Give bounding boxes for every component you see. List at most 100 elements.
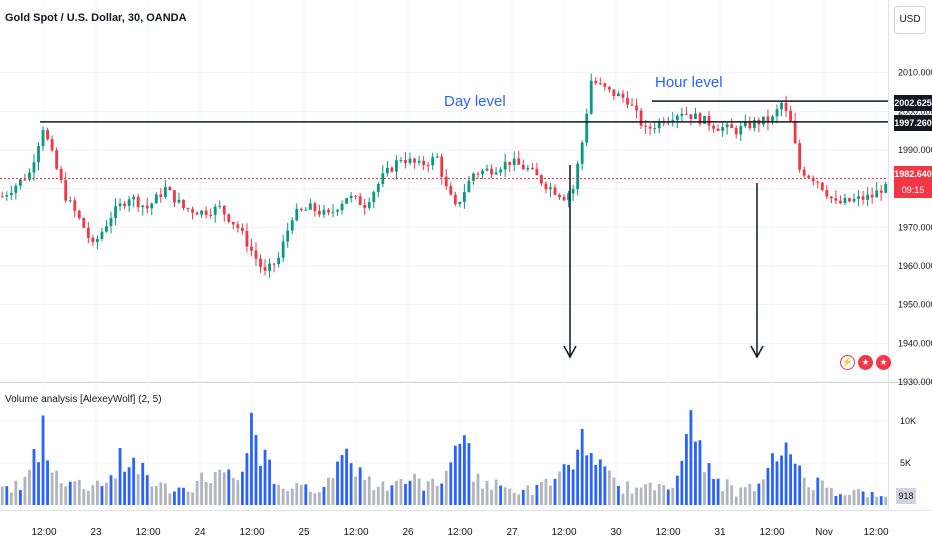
volume-bar	[544, 478, 548, 505]
candle	[703, 115, 706, 124]
candle	[281, 241, 285, 258]
candle	[816, 181, 820, 183]
volume-bar	[186, 491, 190, 505]
candle	[177, 199, 181, 203]
candle	[675, 115, 679, 121]
volume-bar	[780, 455, 783, 505]
candle	[793, 121, 797, 144]
volume-bar	[177, 487, 181, 505]
volume-bar	[666, 489, 670, 505]
volume-bar	[363, 479, 367, 505]
candle	[512, 158, 516, 165]
indicator-title: Volume analysis [AlexeyWolf] (2, 5)	[5, 394, 162, 405]
volume-bar	[476, 473, 480, 505]
time-tick-label: 12:00	[31, 527, 56, 538]
candle	[540, 175, 543, 184]
volume-bar	[526, 485, 530, 505]
volume-bar	[118, 448, 122, 505]
volume-bar	[467, 443, 471, 505]
volume-bar	[218, 469, 222, 505]
candle	[318, 211, 321, 215]
volume-bar	[385, 490, 389, 505]
volume-bar	[449, 462, 453, 505]
us-flag-icon[interactable]: ★	[858, 355, 873, 370]
time-tick-label: Nov	[815, 527, 833, 538]
volume-bar	[630, 493, 634, 505]
price-tick-label: 1990.000	[898, 145, 932, 155]
volume-bar	[440, 483, 444, 505]
candle	[191, 209, 194, 213]
volume-bar	[277, 484, 281, 505]
candle	[426, 165, 430, 167]
candle	[752, 119, 756, 129]
time-tick-label: 31	[714, 527, 726, 538]
candle	[444, 176, 448, 187]
volume-bar	[607, 470, 611, 505]
candle	[82, 218, 86, 228]
candle	[762, 116, 765, 125]
candle	[154, 194, 158, 204]
volume-bar	[653, 490, 657, 505]
candle	[222, 205, 226, 215]
candle	[571, 189, 575, 194]
arrow-head	[750, 345, 764, 359]
candle	[209, 214, 213, 216]
day-level-price-tag: 1997.260	[894, 115, 932, 131]
candle	[182, 199, 185, 209]
candle	[213, 206, 217, 215]
candle	[0, 196, 4, 198]
candle	[870, 194, 874, 198]
candle	[653, 128, 657, 130]
candle	[585, 113, 589, 143]
volume-bar	[55, 470, 59, 505]
volume-bar	[290, 488, 294, 505]
volume-bar	[23, 476, 27, 505]
candle	[50, 139, 54, 151]
volume-bar	[376, 486, 380, 505]
candle	[173, 190, 176, 203]
volume-bar	[662, 485, 666, 505]
candle	[41, 129, 45, 147]
candle	[820, 182, 824, 190]
volume-bar	[626, 481, 629, 505]
us-flag-icon[interactable]: ★	[876, 355, 891, 370]
flash-icon[interactable]: ⚡	[840, 355, 855, 370]
candle	[86, 227, 90, 238]
price-tick-label: 1930.000	[898, 377, 932, 387]
candle	[272, 263, 276, 265]
candle	[807, 175, 811, 178]
candle	[413, 158, 416, 163]
volume-last-tag: 918	[896, 488, 916, 504]
volume-bar	[671, 487, 675, 505]
candle	[562, 197, 566, 201]
time-tick-label: 12:00	[863, 527, 888, 538]
volume-bar	[318, 492, 321, 505]
candle	[716, 128, 720, 131]
volume-bar	[268, 459, 271, 505]
volume-bar	[503, 487, 507, 505]
volume-bar	[834, 495, 838, 505]
volume-bar	[784, 442, 788, 505]
volume-bar	[698, 440, 702, 505]
arrow-head	[563, 345, 577, 359]
candle	[55, 150, 59, 169]
time-axis: 12:00 23 12:00 24 12:00 25 12:00 26 12:00 27 12:00…	[31, 527, 888, 538]
price-tick-label: 1950.000	[898, 300, 932, 310]
candle	[848, 198, 851, 202]
currency-button[interactable]: USD	[894, 6, 926, 34]
volume-bar	[372, 489, 376, 505]
candle	[105, 226, 108, 232]
volume-bars	[0, 410, 888, 505]
volume-bar	[431, 478, 435, 505]
volume-bar	[458, 443, 462, 505]
volume-bar	[612, 477, 616, 505]
volume-bar	[540, 482, 543, 505]
candle	[109, 218, 113, 227]
volume-bar	[32, 448, 36, 505]
candle	[68, 200, 72, 202]
candle	[408, 158, 412, 164]
volume-bar	[775, 461, 779, 505]
volume-bar	[739, 487, 743, 505]
candle	[9, 192, 13, 196]
volume-bar	[730, 485, 734, 505]
